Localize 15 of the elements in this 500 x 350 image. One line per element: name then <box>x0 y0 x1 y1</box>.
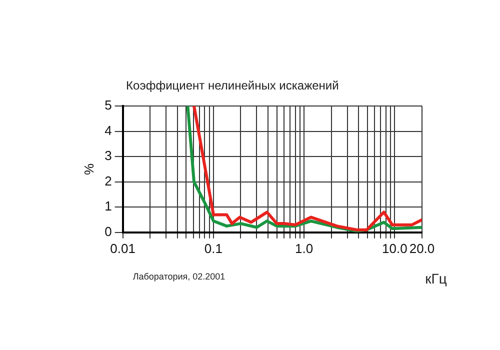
y-tick-label: 2 <box>104 173 112 188</box>
x-axis-title: кГц <box>425 270 447 286</box>
y-tick-label: 5 <box>104 98 112 113</box>
x-tick-label: 1.0 <box>295 240 314 256</box>
x-tick-label: 0.1 <box>204 240 222 256</box>
y-tick-label: 4 <box>104 122 112 138</box>
x-tick-label: 0.01 <box>110 240 136 256</box>
y-tick-label: 1 <box>104 198 112 214</box>
text: Лаборатория, 02.2001 <box>132 271 226 282</box>
x-tick-label: 10.0 <box>382 240 408 256</box>
x-tick-label: 20.0 <box>409 240 435 256</box>
y-tick-label: 0 <box>104 224 112 239</box>
chart-title: Коэффициент нелинейных искажений <box>126 78 339 92</box>
y-tick-label: 3 <box>104 148 112 164</box>
y-axis-title: % <box>81 162 96 175</box>
